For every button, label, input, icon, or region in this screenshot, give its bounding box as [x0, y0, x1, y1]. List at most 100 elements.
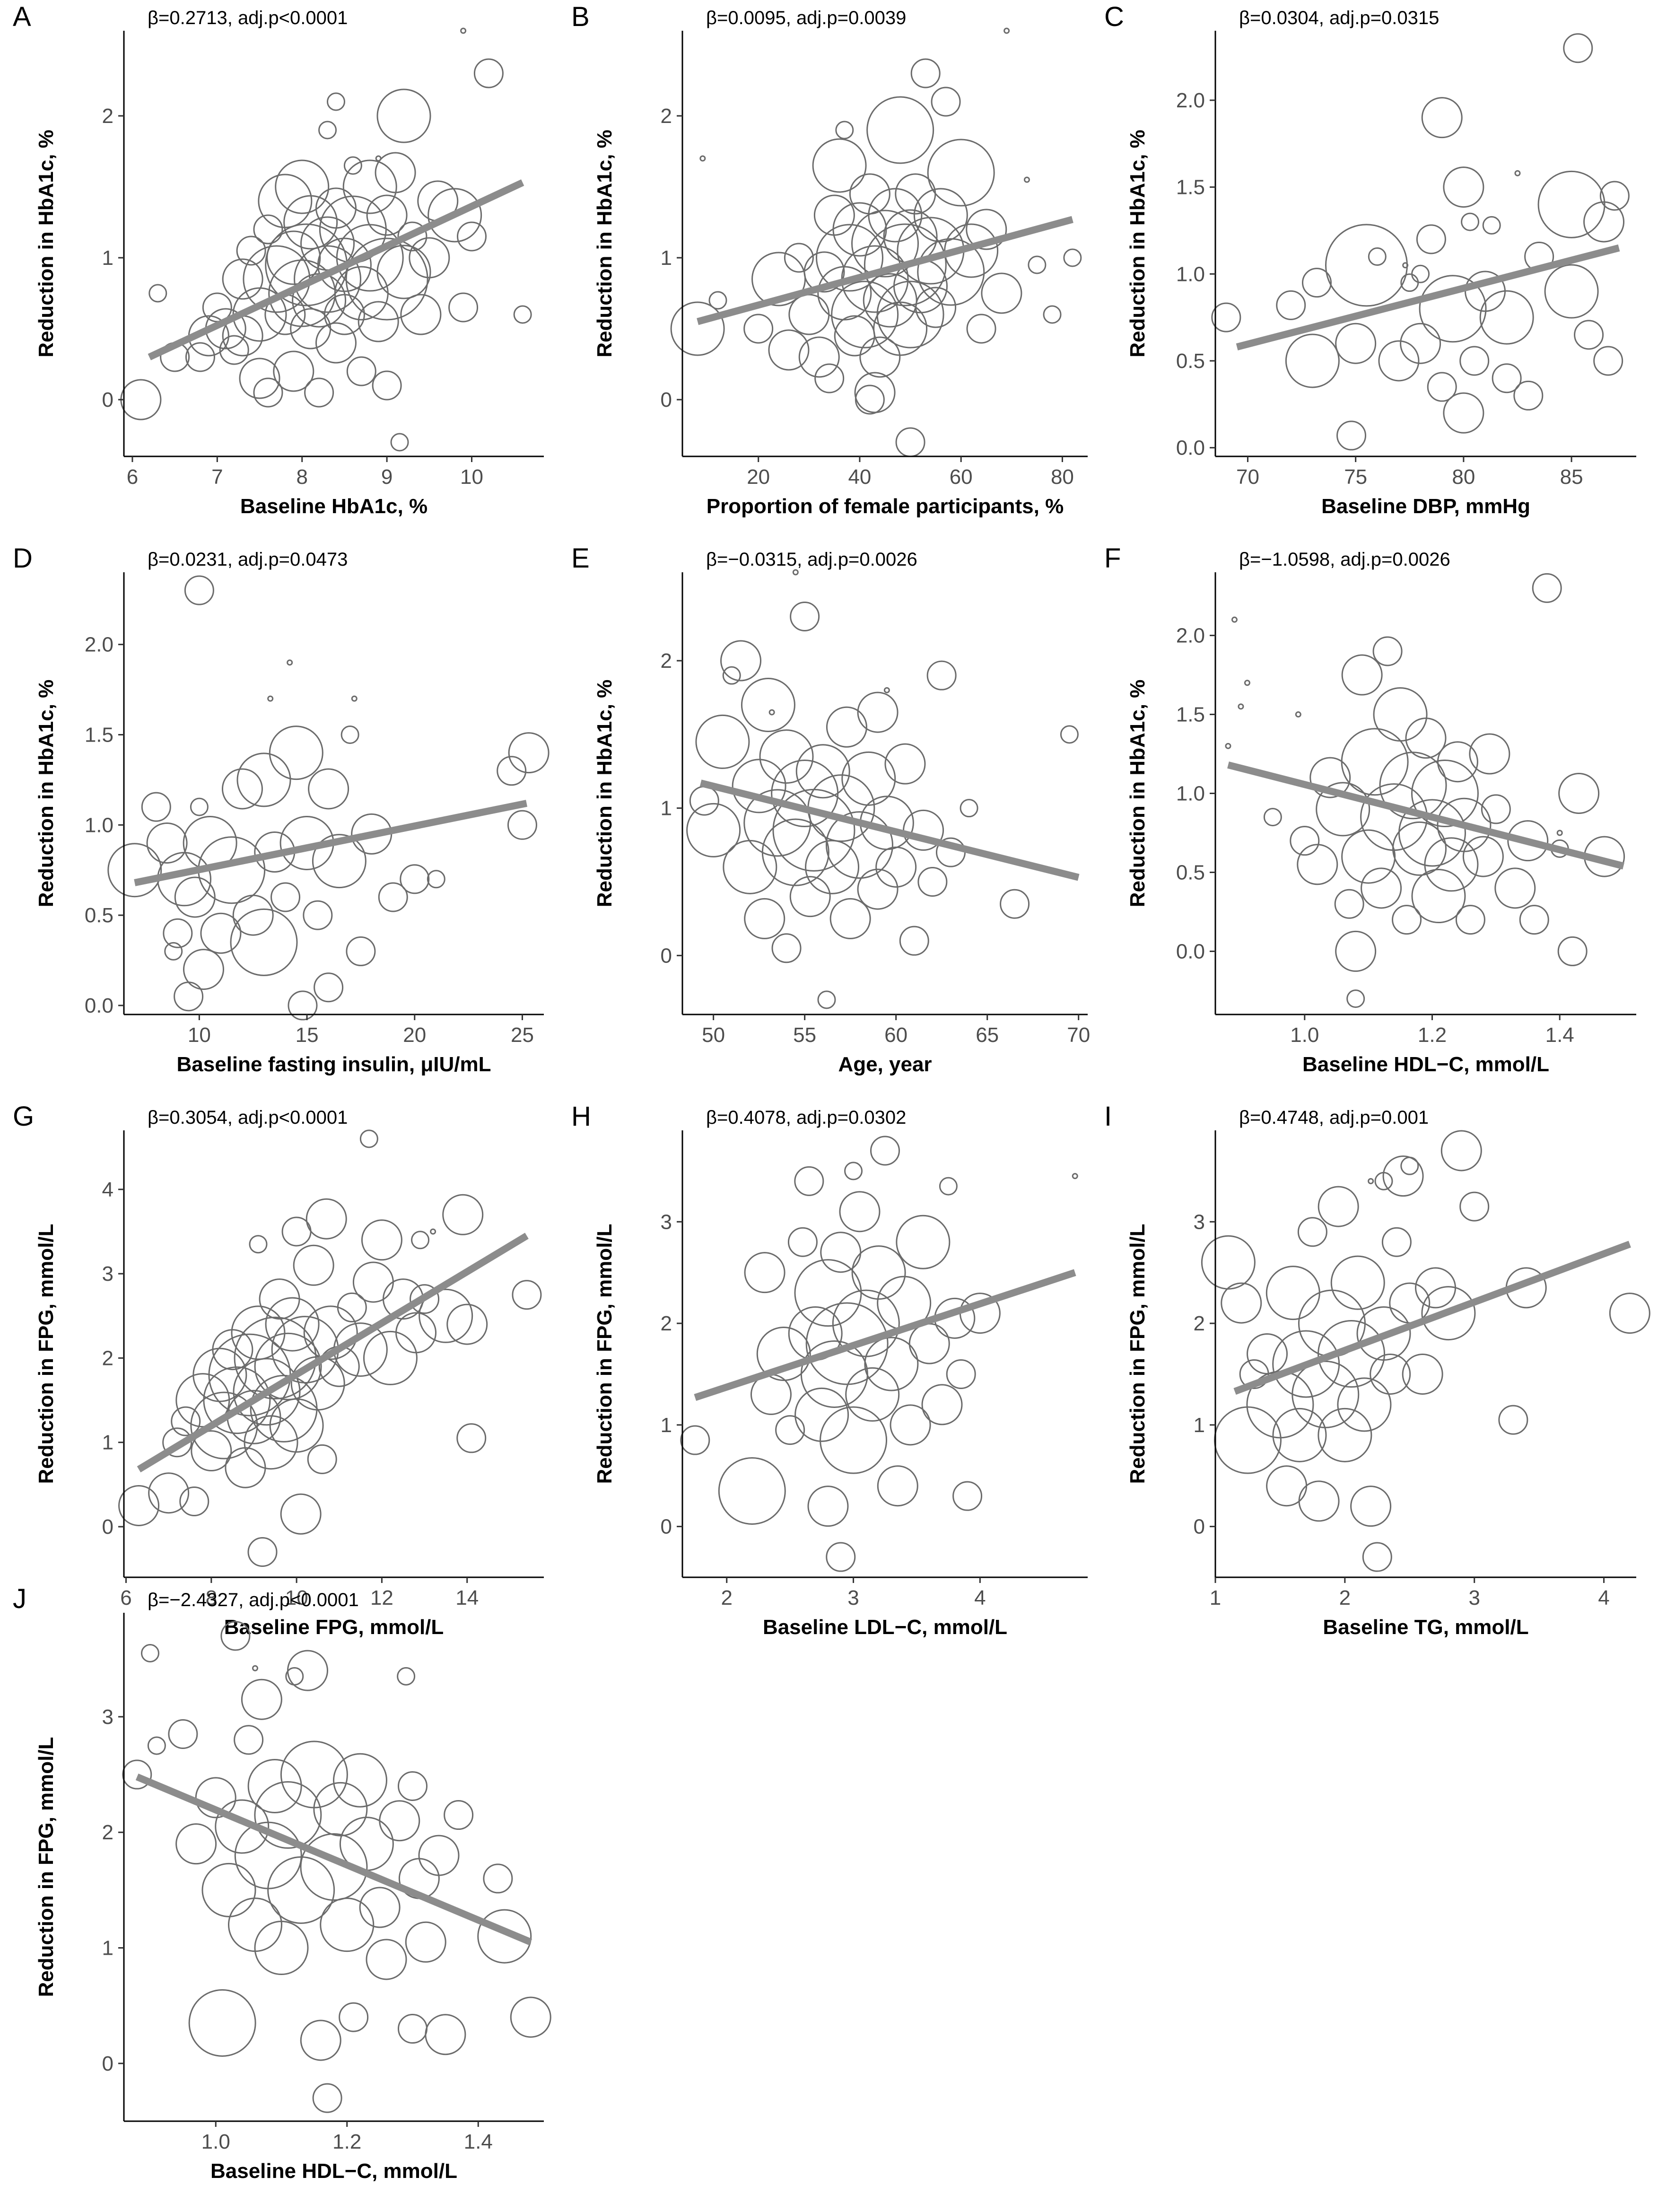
data-point — [864, 1337, 919, 1391]
data-point — [1335, 323, 1377, 364]
data-point — [1285, 333, 1340, 388]
y-axis-title: Reduction in FPG, mmol/L — [593, 1224, 616, 1484]
data-point — [300, 1833, 368, 1901]
data-point — [287, 1650, 328, 1691]
data-point — [1266, 1465, 1308, 1507]
x-tick-label: 4 — [974, 1586, 986, 1609]
data-point — [1318, 1408, 1372, 1462]
panel-letter: H — [571, 1101, 591, 1132]
y-tick-label: 2 — [661, 1312, 672, 1335]
data-point — [185, 342, 215, 372]
panel-letter: C — [1104, 1, 1124, 32]
x-tick-label: 10 — [460, 465, 483, 489]
x-tick-label: 4 — [1598, 1586, 1609, 1609]
x-axis-title: Age, year — [838, 1053, 932, 1076]
data-point — [1558, 773, 1600, 814]
data-point — [761, 818, 829, 886]
y-tick-label: 2 — [661, 105, 672, 128]
data-point — [1231, 616, 1238, 623]
data-point — [908, 1323, 950, 1364]
y-tick-label: 2.0 — [85, 633, 113, 656]
data-point — [265, 1297, 320, 1352]
data-point — [372, 370, 402, 401]
data-point — [366, 1939, 407, 1980]
data-point — [326, 92, 345, 111]
data-point — [477, 1909, 532, 1964]
data-point — [1443, 392, 1484, 434]
data-point — [1290, 826, 1320, 856]
y-tick-label: 2 — [102, 1346, 113, 1370]
x-tick-label: 10 — [188, 1023, 211, 1047]
data-point — [1374, 1172, 1393, 1190]
x-tick-label: 3 — [847, 1586, 859, 1609]
data-point — [1513, 380, 1544, 411]
y-tick-label: 1.5 — [85, 723, 113, 746]
data-point — [283, 195, 338, 250]
data-point — [410, 1284, 440, 1314]
data-point — [695, 714, 750, 769]
y-tick-label: 0.0 — [1176, 940, 1205, 963]
x-tick-label: 80 — [1452, 465, 1475, 489]
data-point — [1599, 181, 1630, 211]
data-point — [831, 280, 899, 349]
data-point — [232, 894, 274, 936]
x-axis-title: Baseline HDL−C, mmol/L — [210, 2160, 457, 2183]
data-point — [670, 301, 725, 356]
data-point — [280, 1740, 348, 1809]
regression-line — [1236, 244, 1620, 350]
data-point — [457, 221, 487, 252]
data-point — [1459, 1191, 1490, 1222]
data-point — [366, 194, 408, 236]
data-point — [376, 245, 431, 299]
data-point — [280, 1493, 322, 1535]
data-point — [1238, 703, 1244, 710]
data-point — [966, 314, 996, 344]
x-tick-label: 70 — [1067, 1023, 1090, 1047]
x-tick-label: 25 — [511, 1023, 534, 1047]
x-tick-label: 1.2 — [332, 2130, 361, 2153]
data-point — [805, 1302, 889, 1385]
data-point — [1557, 936, 1588, 966]
data-point — [1421, 1286, 1476, 1341]
y-tick-label: 0.0 — [85, 994, 113, 1017]
data-point — [794, 1166, 824, 1196]
data-point — [266, 230, 321, 285]
data-point — [1402, 1353, 1443, 1395]
data-point — [1298, 1480, 1340, 1522]
y-tick-label: 2.0 — [1176, 624, 1205, 647]
y-tick-label: 0 — [661, 1515, 672, 1539]
data-point — [931, 87, 961, 117]
data-point — [1583, 201, 1625, 243]
x-tick-label: 60 — [950, 465, 973, 489]
regression-line — [1227, 761, 1624, 870]
data-point — [418, 1835, 460, 1876]
y-axis-title: Reduction in HbA1c, % — [35, 680, 58, 908]
data-point — [1427, 372, 1457, 402]
data-point — [247, 1537, 278, 1567]
data-point — [915, 287, 957, 328]
stat-annotation: β=−1.0598, adj.p=0.0026 — [1239, 549, 1450, 570]
x-tick-label: 60 — [884, 1023, 908, 1047]
y-tick-label: 0.5 — [85, 904, 113, 927]
data-point — [1330, 1255, 1385, 1310]
data-point — [1272, 1408, 1327, 1462]
data-point — [271, 882, 301, 912]
data-point — [820, 1232, 862, 1273]
x-axis-title: Baseline TG, mmol/L — [1323, 1616, 1528, 1639]
stat-annotation: β=0.4078, adj.p=0.0302 — [706, 1107, 906, 1128]
data-point — [234, 1316, 317, 1399]
data-point — [756, 1327, 811, 1381]
data-point — [895, 427, 925, 457]
y-tick-label: 2 — [1194, 1312, 1205, 1335]
data-point — [1379, 752, 1447, 820]
data-point — [1609, 1293, 1650, 1334]
data-point — [825, 811, 893, 879]
data-point — [771, 933, 802, 963]
data-point — [789, 876, 831, 918]
panel-letter: D — [13, 543, 33, 574]
data-point — [215, 1799, 270, 1854]
data-point — [787, 1227, 818, 1257]
